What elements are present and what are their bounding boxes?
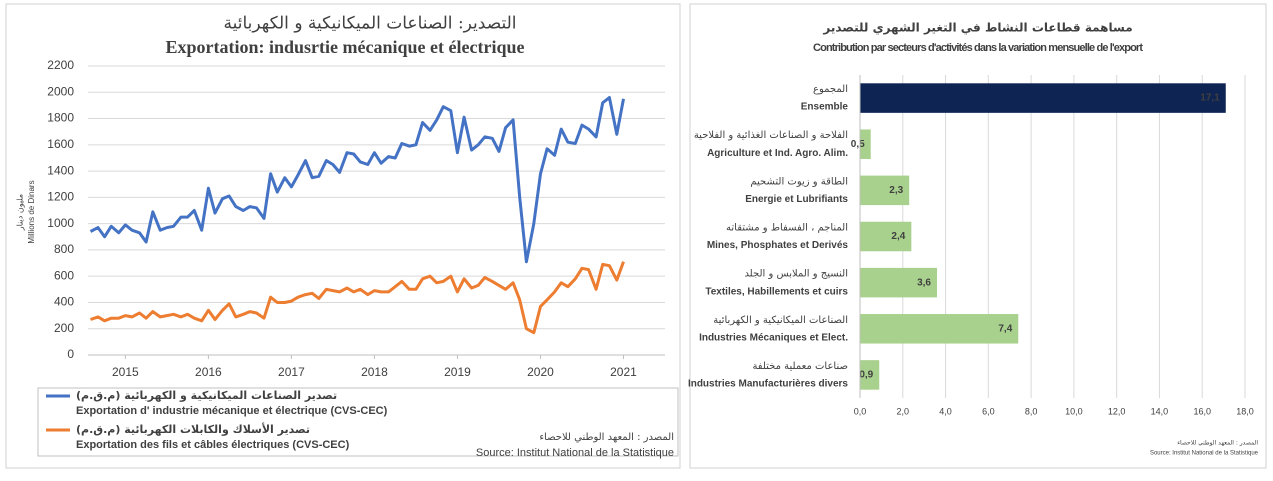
category-label-ar: صناعات معملية مختلفة — [752, 361, 848, 372]
line — [89, 96, 625, 264]
value-label: 2,3 — [889, 185, 903, 196]
category-label-ar: النسيج و الملابس و الجلد — [744, 269, 848, 280]
y-tick-label: 400 — [54, 295, 74, 309]
category-label: Textiles, Habillements et cuirs — [705, 286, 848, 297]
source: Source: Institut National de la Statisti… — [476, 447, 674, 459]
title-ar: مساهمة قطاعات النشاط في التغير الشهري لل… — [822, 21, 1132, 35]
source-ar: المصدر : المعهد الوطني للاحصاء — [539, 432, 674, 443]
title-ar: التصدير: الصناعات الميكانيكية و الكهربائ… — [224, 14, 517, 34]
x-tick-label: 2021 — [610, 365, 637, 379]
x-tick-label: 2020 — [527, 365, 554, 379]
bar — [860, 129, 871, 159]
category-label-ar: المناجم ، الفسفاط و مشتقاته — [726, 223, 848, 234]
y-tick-label: 1400 — [47, 163, 74, 177]
y-tick-label: 200 — [54, 321, 74, 335]
line — [90, 261, 625, 335]
y-label-ar: مليون دينار — [16, 194, 25, 231]
legend-box — [37, 387, 679, 457]
value-label: 0,5 — [851, 139, 865, 150]
legend-label-ar: تصدير الصناعات الميكانيكية و الكهربائية … — [76, 389, 337, 402]
x-tick-label: 2018 — [361, 365, 388, 379]
y-tick-label: 1600 — [47, 137, 74, 151]
y-tick-label: 800 — [54, 242, 74, 256]
bar — [860, 314, 1019, 344]
bar — [860, 267, 937, 298]
x-tick-label: 2,0 — [897, 406, 910, 416]
source-ar: المصدر : المعهد الوطني للاحصاء — [1177, 440, 1258, 447]
category-label: Agriculture et Ind. Agro. Alim. — [707, 148, 848, 159]
x-tick-label: 6,0 — [982, 406, 995, 416]
y-tick-label: 1200 — [47, 190, 74, 204]
x-tick-label: 12,0 — [1108, 406, 1126, 416]
y-tick-label: 1000 — [47, 216, 74, 230]
legend-label: Exportation des fils et câbles électriqu… — [76, 439, 350, 451]
title: Exportation: indusrtie mécanique et élec… — [166, 37, 525, 57]
value-label: 7,4 — [998, 323, 1012, 334]
x-tick-label: 16,0 — [1193, 406, 1211, 416]
x-tick-label: 10,0 — [1065, 406, 1083, 416]
value-label: 0,9 — [859, 370, 873, 381]
category-label-ar: الفلاحة و الصناعات الغذائية و الفلاحية — [694, 130, 848, 141]
x-tick-label: 14,0 — [1151, 406, 1169, 416]
x-tick-label: 4,0 — [939, 406, 952, 416]
source: Source: Institut National de la Statisti… — [1150, 451, 1259, 457]
category-label: Ensemble — [801, 102, 849, 113]
y-tick-label: 600 — [54, 268, 74, 282]
x-tick-label: 2015 — [112, 365, 139, 379]
value-label: 3,6 — [917, 277, 931, 288]
x-tick-label: 18,0 — [1236, 406, 1254, 416]
value-label: 17,1 — [1200, 93, 1220, 104]
x-tick-label: 2019 — [444, 365, 471, 379]
legend-label-ar: تصدير الأسلاك والكابلات الكهربائية (م.ق.… — [76, 422, 310, 436]
left-panel — [5, 3, 681, 469]
x-tick-label: 0,0 — [854, 406, 867, 416]
category-label: Industries Manufacturières divers — [688, 379, 848, 390]
x-tick-label: 2017 — [278, 365, 305, 379]
bar — [860, 175, 910, 206]
category-label: Energie et Lubrifiants — [745, 194, 848, 205]
bar — [860, 360, 880, 390]
category-label-ar: الطاقة و زيوت التشحيم — [750, 176, 848, 187]
x-tick-label: 8,0 — [1025, 406, 1038, 416]
y-tick-label: 1800 — [47, 111, 74, 125]
category-label: Industries Mécaniques et Elect. — [699, 332, 848, 343]
right-panel — [689, 3, 1267, 469]
category-label-ar: الصناعات الميكانيكية و الكهربائية — [713, 315, 848, 326]
y-label: Millions de Dinars — [27, 180, 36, 243]
y-tick-label: 0 — [67, 347, 74, 361]
y-tick-label: 2200 — [47, 58, 74, 72]
title: Contribution par secteurs d'activités da… — [813, 42, 1143, 54]
category-label-ar: المجموع — [813, 84, 848, 95]
x-tick-label: 2016 — [195, 365, 222, 379]
category-label: Mines, Phosphates et Derivés — [707, 240, 849, 251]
y-tick-label: 2000 — [47, 84, 74, 98]
value-label: 2,4 — [891, 231, 905, 242]
bar — [860, 221, 912, 252]
bar — [860, 83, 1226, 113]
legend-label: Exportation d' industrie mécanique et él… — [76, 405, 388, 417]
